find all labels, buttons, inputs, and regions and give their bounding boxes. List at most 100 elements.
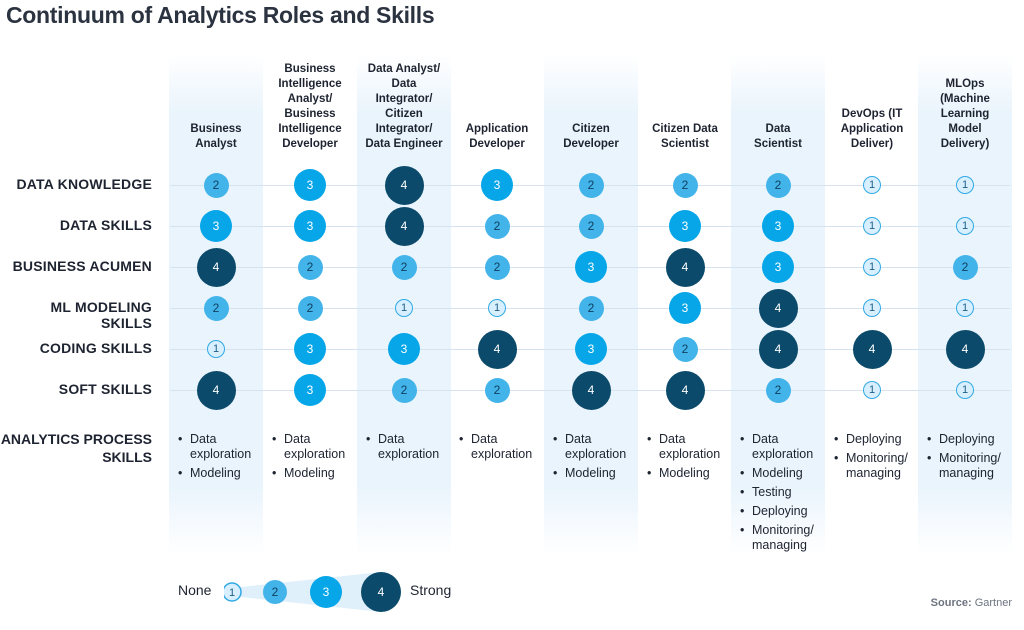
legend-level-4-text: 4	[378, 585, 385, 599]
skill-level-bubble: 1	[207, 340, 225, 358]
skill-level-bubble: 2	[578, 172, 604, 198]
process-skills-label: ANALYTICS PROCESS SKILLS	[0, 431, 152, 465]
process-skill-item: Deploying	[834, 432, 926, 447]
skill-level-bubble: 1	[488, 299, 506, 317]
skill-level-bubble: 1	[956, 381, 974, 399]
process-skill-item: Modeling	[178, 466, 270, 481]
skill-level-bubble: 4	[196, 247, 236, 287]
role-header-line: Model	[948, 123, 982, 135]
role-header-line: MLOps	[945, 78, 985, 90]
skill-level-bubble: 1	[863, 217, 881, 235]
legend-level-2	[263, 580, 287, 604]
skill-level-bubble: 2	[391, 377, 417, 403]
legend-level-2-text: 2	[272, 585, 279, 599]
source-prefix: Source:	[930, 597, 972, 609]
skill-row-label: SOFT SKILLS	[58, 381, 152, 397]
role-header: MLOps (Machine Learning Model Delivery)	[917, 77, 1013, 152]
process-skill-item: Data exploration	[366, 432, 458, 462]
skill-row-label: BUSINESS ACUMEN	[12, 258, 152, 274]
legend-level-1-text: 1	[229, 587, 235, 599]
role-header-line: (Machine	[940, 93, 990, 105]
skill-row-label: ML MODELING SKILLS	[50, 299, 152, 331]
skill-level-bubble: 2	[672, 172, 698, 198]
skill-level-bubble: 2	[578, 295, 604, 321]
process-skill-list: Data exploration	[366, 432, 458, 466]
process-skill-item: Data exploration	[740, 432, 832, 462]
skill-level-bubble: 2	[765, 172, 791, 198]
role-header: Application Developer	[449, 122, 545, 152]
process-skill-list: Data exploration Modeling	[178, 432, 270, 485]
process-skill-item: Monitoring/ managing	[927, 451, 1019, 481]
process-skill-list: Data exploration Modeling Testing Deploying…	[740, 432, 832, 557]
skill-level-bubble: 2	[578, 213, 604, 239]
skill-row-label: DATA KNOWLEDGE	[16, 176, 152, 192]
skill-level-bubble: 2	[391, 254, 417, 280]
process-skill-item: Testing	[740, 485, 832, 500]
role-header-line: Application	[840, 123, 904, 135]
role-header-line: Data Analyst/	[367, 63, 441, 75]
process-skill-list: Data exploration Modeling	[272, 432, 364, 485]
process-skill-item: Deploying	[927, 432, 1019, 447]
role-header-line: Integrator/	[375, 93, 433, 105]
skill-level-bubble: 2	[297, 254, 323, 280]
role-header: Citizen Data Scientist	[637, 122, 733, 152]
chart-title: Continuum of Analytics Roles and Skills	[6, 2, 435, 28]
skill-level-bubble: 4	[384, 165, 424, 205]
legend-level-3	[310, 576, 342, 608]
role-header: DevOps (IT Application Deliver)	[824, 107, 920, 152]
role-header-line: Intelligence	[278, 123, 342, 135]
skill-row-label: CODING SKILLS	[39, 340, 152, 356]
process-skill-item: Modeling	[740, 466, 832, 481]
skill-level-bubble: 4	[758, 329, 798, 369]
role-header-line: Developer	[563, 138, 619, 150]
skill-level-bubble: 4	[758, 288, 798, 328]
skill-level-bubble: 1	[863, 176, 881, 194]
role-header-line: Business	[284, 63, 336, 75]
skill-level-bubble: 1	[956, 217, 974, 235]
role-header-line: DevOps (IT	[841, 108, 903, 120]
skill-level-bubble: 4	[852, 329, 892, 369]
skill-level-bubble: 3	[669, 292, 701, 324]
skill-level-bubble: 3	[481, 169, 513, 201]
skill-level-bubble: 1	[956, 176, 974, 194]
role-header: Data Analyst/Data Integrator/Citizen Integ…	[356, 62, 452, 152]
role-header-line: Developer	[282, 138, 338, 150]
role-header-line: Developer	[469, 138, 525, 150]
process-skill-item: Monitoring/ managing	[834, 451, 926, 481]
skill-level-bubble: 2	[203, 172, 229, 198]
skill-level-bubble: 1	[863, 381, 881, 399]
role-header-line: Data	[391, 78, 417, 90]
role-header-line: Business	[284, 108, 336, 120]
role-header-line: Citizen	[572, 123, 610, 135]
skill-level-bubble: 4	[665, 247, 705, 287]
legend-scale: 1 2 3 4	[224, 572, 401, 612]
skill-level-bubble: 4	[945, 329, 985, 369]
role-header-line: Learning	[940, 108, 990, 120]
role-header: Data Scientist	[730, 122, 826, 152]
process-skill-item: Modeling	[272, 466, 364, 481]
process-skill-list: Data exploration Modeling	[553, 432, 645, 485]
skill-level-bubble: 3	[294, 374, 326, 406]
process-skill-item: Data exploration	[272, 432, 364, 462]
skill-level-bubble: 3	[294, 169, 326, 201]
skill-level-bubble: 4	[665, 370, 705, 410]
legend: None 1 2 3 4 Strong	[178, 570, 478, 614]
role-header-line: Delivery)	[940, 138, 990, 150]
legend-level-4	[361, 572, 401, 612]
process-skill-item: Modeling	[647, 466, 739, 481]
role-header-line: Data Engineer	[365, 138, 443, 150]
skill-level-bubble: 4	[196, 370, 236, 410]
skill-level-bubble: 4	[571, 370, 611, 410]
skill-level-bubble: 3	[669, 210, 701, 242]
process-skill-list: Data exploration Modeling	[647, 432, 739, 485]
process-skill-item: Data exploration	[178, 432, 270, 462]
skill-row-label: DATA SKILLS	[59, 217, 152, 233]
role-header-line: Scientist	[754, 138, 802, 150]
process-skill-item: Data exploration	[459, 432, 551, 462]
skill-level-bubble: 1	[863, 258, 881, 276]
skill-level-bubble: 2	[484, 377, 510, 403]
role-header: Business Intelligence Analyst/Business Inte…	[262, 62, 358, 152]
role-header-line: Citizen	[385, 108, 423, 120]
skill-level-bubble: 1	[395, 299, 413, 317]
role-header: Business Analyst	[168, 122, 264, 152]
